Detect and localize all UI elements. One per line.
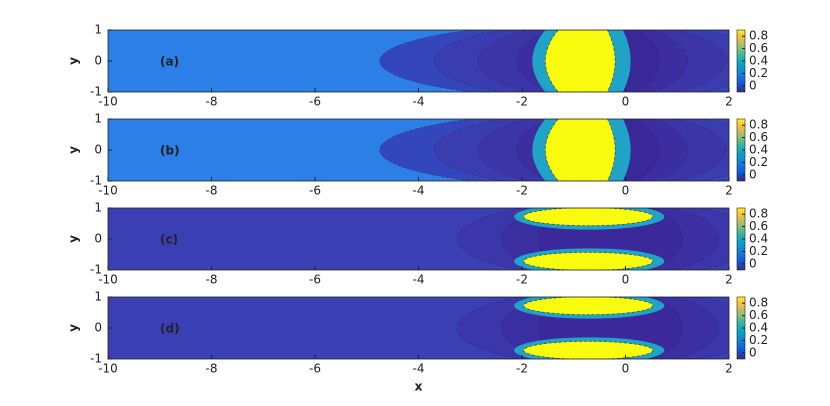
x-tick-label: 2 (725, 273, 733, 287)
colorbar-tick-label: 0.6 (749, 219, 768, 233)
field (108, 297, 729, 359)
y-axis-label: y (67, 235, 81, 243)
y-tick-label: -1 (90, 85, 102, 99)
colorbar-tick-label: 0.2 (749, 333, 768, 347)
colorbar-tick-label: 0.6 (749, 308, 768, 322)
colorbar-tick-label: 0.8 (749, 118, 768, 132)
y-axis-label: y (67, 324, 81, 332)
colorbar-tick-label: 0.4 (749, 143, 768, 157)
x-tick-label: -4 (413, 273, 425, 287)
x-tick-label: -8 (206, 362, 218, 376)
x-tick-label: -2 (516, 184, 528, 198)
field (108, 30, 729, 92)
x-tick-label: 2 (725, 362, 733, 376)
x-tick-label: -4 (413, 362, 425, 376)
colorbar-tick-label: 0.4 (749, 54, 768, 68)
colorbar-tick-label: 0.6 (749, 130, 768, 144)
colorbar-tick-label: 0.6 (749, 41, 768, 55)
y-tick-label: 0 (94, 54, 102, 68)
colorbar-tick-label: 0.4 (749, 232, 768, 246)
colorbar-tick-label: 0.2 (749, 66, 768, 80)
x-tick-label: -4 (413, 184, 425, 198)
colorbar-tick-label: 0 (749, 345, 757, 359)
colorbar-tick-label: 0 (749, 256, 757, 270)
x-tick-label: -4 (413, 95, 425, 109)
field (108, 208, 729, 270)
x-tick-label: -6 (309, 273, 321, 287)
x-tick-label: 0 (622, 273, 630, 287)
x-tick-label: -8 (206, 184, 218, 198)
contour-peak (545, 119, 616, 181)
field (108, 119, 729, 181)
panel-label: (d) (160, 322, 180, 336)
colorbar-tick-label: 0.8 (749, 29, 768, 43)
colorbar-tick-label: 0.2 (749, 155, 768, 169)
x-tick-label: -10 (98, 273, 118, 287)
y-axis-label: y (67, 57, 81, 65)
x-tick-label: -8 (206, 95, 218, 109)
colorbar-tick-label: 0.4 (749, 321, 768, 335)
y-tick-label: -1 (90, 263, 102, 277)
colorbar-tick-label: 0.8 (749, 296, 768, 310)
colorbar-tick-label: 0 (749, 78, 757, 92)
y-tick-label: 1 (94, 201, 102, 215)
x-tick-label: -2 (516, 95, 528, 109)
contour-peak (523, 341, 654, 359)
y-tick-label: -1 (90, 352, 102, 366)
contour-peak (523, 208, 654, 226)
y-tick-label: 0 (94, 143, 102, 157)
x-tick-label: 2 (725, 95, 733, 109)
x-tick-label: -2 (516, 273, 528, 287)
y-axis-label: y (67, 146, 81, 154)
x-tick-label: -2 (516, 362, 528, 376)
contour-peak (523, 297, 654, 315)
x-tick-label: -6 (309, 95, 321, 109)
x-tick-label: -10 (98, 95, 118, 109)
panel-label: (b) (160, 144, 180, 158)
x-tick-label: -10 (98, 362, 118, 376)
y-tick-label: 1 (94, 23, 102, 37)
contour-peak (545, 30, 616, 92)
y-tick-label: 1 (94, 290, 102, 304)
x-tick-label: -8 (206, 273, 218, 287)
x-tick-label: -6 (309, 184, 321, 198)
x-axis-label: x (415, 380, 423, 394)
x-tick-label: 0 (622, 184, 630, 198)
y-tick-label: 0 (94, 232, 102, 246)
x-tick-label: 0 (622, 95, 630, 109)
y-tick-label: 0 (94, 321, 102, 335)
colorbar-tick-label: 0.2 (749, 244, 768, 258)
y-tick-label: 1 (94, 112, 102, 126)
x-tick-label: -10 (98, 184, 118, 198)
y-tick-label: -1 (90, 174, 102, 188)
contour-peak (523, 252, 654, 270)
x-tick-label: -6 (309, 362, 321, 376)
x-tick-label: 0 (622, 362, 630, 376)
panel-label: (c) (160, 233, 178, 247)
x-tick-label: 2 (725, 184, 733, 198)
colorbar-tick-label: 0 (749, 167, 757, 181)
colorbar-tick-label: 0.8 (749, 207, 768, 221)
panel-label: (a) (160, 55, 179, 69)
